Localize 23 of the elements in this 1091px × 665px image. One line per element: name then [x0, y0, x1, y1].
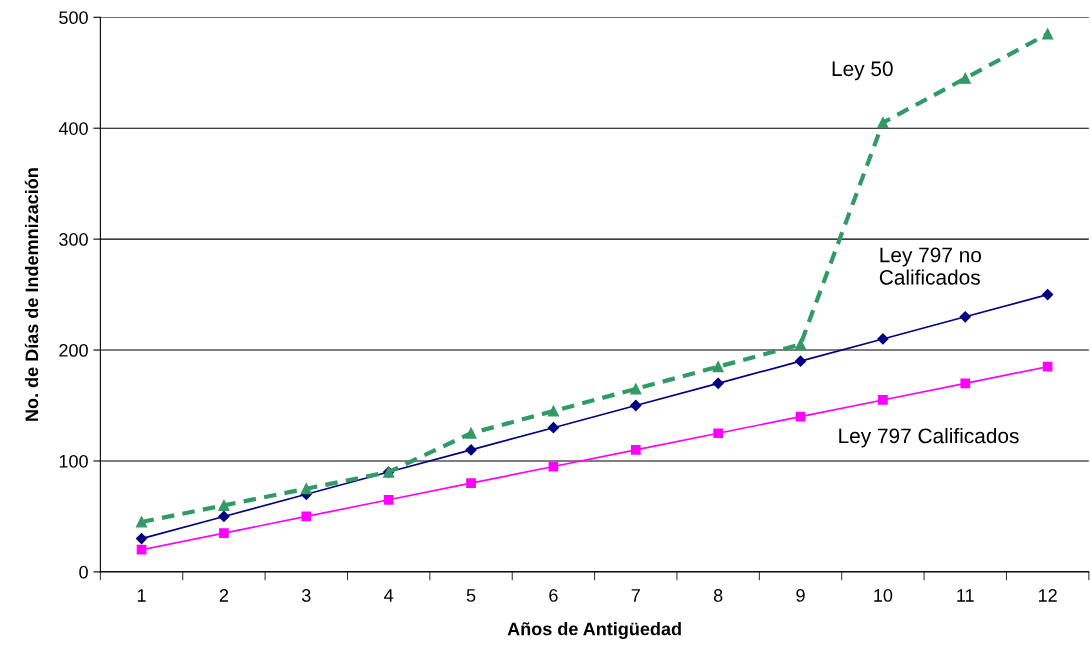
- x-axis-title: Años de Antigüedad: [507, 622, 681, 639]
- x-tick-label: 10: [874, 589, 893, 602]
- series-label: Ley 797 no Calificados: [879, 247, 981, 285]
- x-tick-label: 6: [549, 589, 558, 602]
- x-tick-label: 5: [466, 589, 476, 602]
- x-tick-label: 12: [1038, 589, 1057, 602]
- series-label: Ley 797 Calificados: [839, 427, 1019, 448]
- y-tick-label: 200: [59, 343, 88, 357]
- x-tick-label: 9: [796, 589, 805, 602]
- x-tick-label: 8: [713, 589, 723, 602]
- y-tick-label: 100: [59, 454, 88, 468]
- x-tick-label: 7: [631, 589, 640, 602]
- y-tick-label: 0: [79, 565, 88, 579]
- x-tick-label: 2: [219, 589, 229, 602]
- x-tick-label: 4: [384, 589, 394, 602]
- x-tick-label: 3: [301, 589, 311, 602]
- y-tick-label: 400: [58, 122, 88, 135]
- y-tick-label: 500: [59, 11, 88, 25]
- x-tick-label: 1: [137, 589, 146, 602]
- y-tick-label: 300: [59, 233, 88, 246]
- y-axis-title: No. de Días de Indemnización: [24, 168, 39, 421]
- series-label: Ley 50: [832, 61, 893, 81]
- x-tick-label: 11: [957, 589, 974, 602]
